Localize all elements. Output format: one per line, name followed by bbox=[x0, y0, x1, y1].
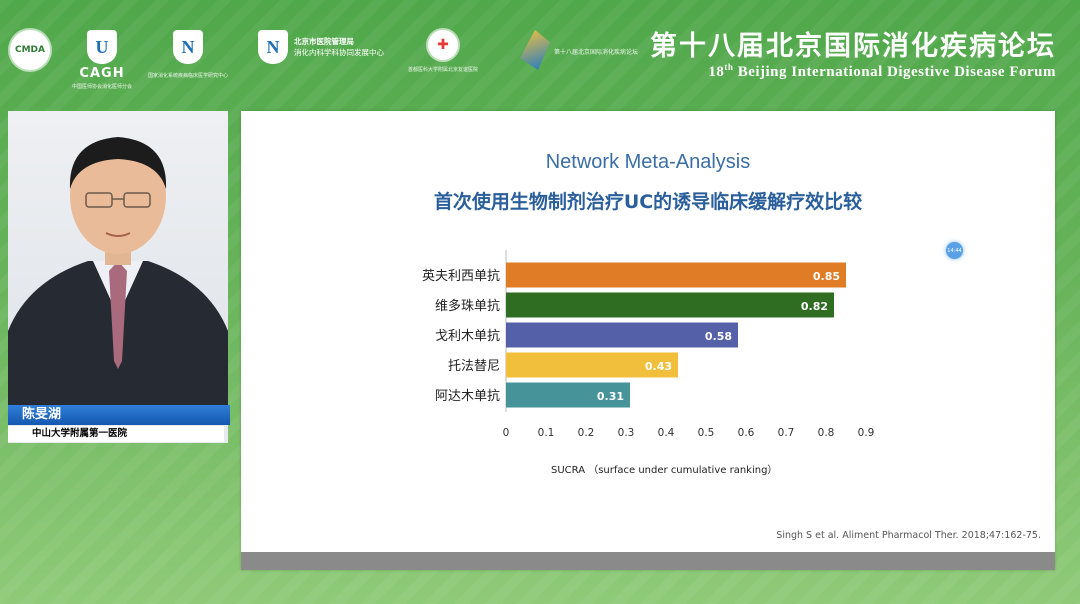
chart-value-label: 0.58 bbox=[705, 330, 732, 343]
beijing-hospital-admin-logo: N 北京市医院管理局 消化内科学科协同发展中心 bbox=[258, 30, 384, 64]
chart-bar bbox=[506, 322, 738, 348]
national-center-shield-icon: N bbox=[173, 30, 203, 64]
chart-x-tick-label: 0.6 bbox=[738, 427, 755, 439]
chart-value-label: 0.82 bbox=[801, 300, 828, 313]
cagh-shield-icon: U bbox=[87, 30, 117, 64]
chart-category-label: 英夫利西单抗 bbox=[422, 269, 500, 284]
chart-x-tick-label: 0.7 bbox=[778, 427, 795, 439]
national-center-subtitle: 国家消化系统疾病临床医学研究中心 bbox=[148, 73, 229, 79]
speaker-figure-icon bbox=[8, 137, 228, 406]
chart-category-label: 戈利木单抗 bbox=[435, 329, 500, 344]
cagh-caption: CAGH bbox=[79, 66, 125, 81]
chart-x-axis-label: SUCRA （surface under cumulative ranking） bbox=[551, 465, 778, 476]
speaker-affiliation: 中山大学附属第一医院 bbox=[8, 426, 224, 442]
speaker-nameplate: 陈旻湖 中山大学附属第一医院 bbox=[8, 405, 230, 443]
chart-bar bbox=[506, 382, 630, 408]
chart-value-label: 0.43 bbox=[645, 360, 672, 373]
chart-value-label: 0.85 bbox=[813, 270, 840, 283]
chart-bar bbox=[506, 352, 678, 378]
cmda-seal-icon: CMDA bbox=[10, 30, 50, 70]
chart-x-tick-label: 0.1 bbox=[538, 427, 555, 439]
beijing-admin-caption: 北京市医院管理局 bbox=[294, 37, 354, 46]
national-center-logo: N 国家消化系统疾病临床医学研究中心 bbox=[148, 30, 228, 79]
chart-bar bbox=[506, 262, 846, 288]
cagh-logo: U CAGH 中国医师协会消化医师分会 bbox=[72, 30, 132, 90]
chart-x-tick-label: 0.9 bbox=[858, 427, 875, 439]
presentation-slide: Network Meta-Analysis 首次使用生物制剂治疗UC的诱导临床缓… bbox=[241, 111, 1055, 570]
conference-header: CMDA U CAGH 中国医师协会消化医师分会 N 国家消化系统疾病临床医学研… bbox=[0, 0, 1080, 100]
slide-title-cn: 首次使用生物制剂治疗UC的诱导临床缓解疗效比较 bbox=[433, 191, 863, 213]
slide-citation: Singh S et al. Aliment Pharmacol Ther. 2… bbox=[776, 530, 1041, 541]
laser-pointer-icon: 14:44 bbox=[946, 242, 963, 259]
beijing-admin-subtitle: 消化内科学科协同发展中心 bbox=[294, 48, 384, 57]
beijing-admin-shield-icon: N bbox=[258, 30, 288, 64]
forum-logo: 第十八届北京国际消化疾病论坛 bbox=[520, 30, 638, 70]
chart-x-tick-label: 0.5 bbox=[698, 427, 715, 439]
chart-x-tick-label: 0.8 bbox=[818, 427, 835, 439]
chart-category-label: 维多珠单抗 bbox=[435, 298, 500, 314]
forum-title-en-rest: Beijing International Digestive Disease … bbox=[733, 64, 1056, 80]
forum-emblem-icon bbox=[520, 30, 550, 70]
friendship-hospital-emblem-icon: ✚ bbox=[428, 30, 458, 60]
cagh-subtitle: 中国医师协会消化医师分会 bbox=[72, 84, 133, 90]
chart-value-label: 0.31 bbox=[597, 390, 624, 403]
slide-title-en: Network Meta-Analysis bbox=[545, 151, 751, 173]
speaker-video bbox=[8, 111, 228, 443]
speaker-portrait bbox=[8, 111, 228, 406]
chart-category-label: 托法替尼 bbox=[448, 359, 500, 374]
cmda-logo: CMDA bbox=[10, 30, 50, 70]
speaker-name: 陈旻湖 bbox=[8, 405, 230, 425]
sucra-bar-chart: 英夫利西单抗 0.85 维多珠单抗 0.82 戈利木单抗 0.58 托法替尼 0.43 阿达木单… bbox=[422, 250, 875, 439]
chart-x-tick-label: 0 bbox=[503, 427, 510, 439]
forum-logo-subtitle: 第十八届北京国际消化疾病论坛 bbox=[554, 48, 639, 56]
forum-title-en: 18th Beijing International Digestive Dis… bbox=[708, 62, 1056, 81]
chart-x-tick-label: 0.4 bbox=[658, 427, 675, 439]
slide-bottom-bar bbox=[241, 552, 1055, 570]
chart-x-tick-label: 0.2 bbox=[578, 427, 595, 439]
friendship-hospital-subtitle: 首都医科大学附属北京友谊医院 bbox=[408, 67, 479, 73]
forum-title-en-number: 18 bbox=[708, 64, 725, 80]
forum-title-en-ordinal: th bbox=[724, 62, 734, 72]
chart-bar bbox=[506, 292, 834, 318]
chart-category-label: 阿达木单抗 bbox=[435, 389, 500, 404]
forum-title-cn: 第十八届北京国际消化疾病论坛 bbox=[650, 31, 1056, 62]
friendship-hospital-logo: ✚ 首都医科大学附属北京友谊医院 bbox=[408, 30, 478, 73]
chart-x-tick-label: 0.3 bbox=[618, 427, 635, 439]
